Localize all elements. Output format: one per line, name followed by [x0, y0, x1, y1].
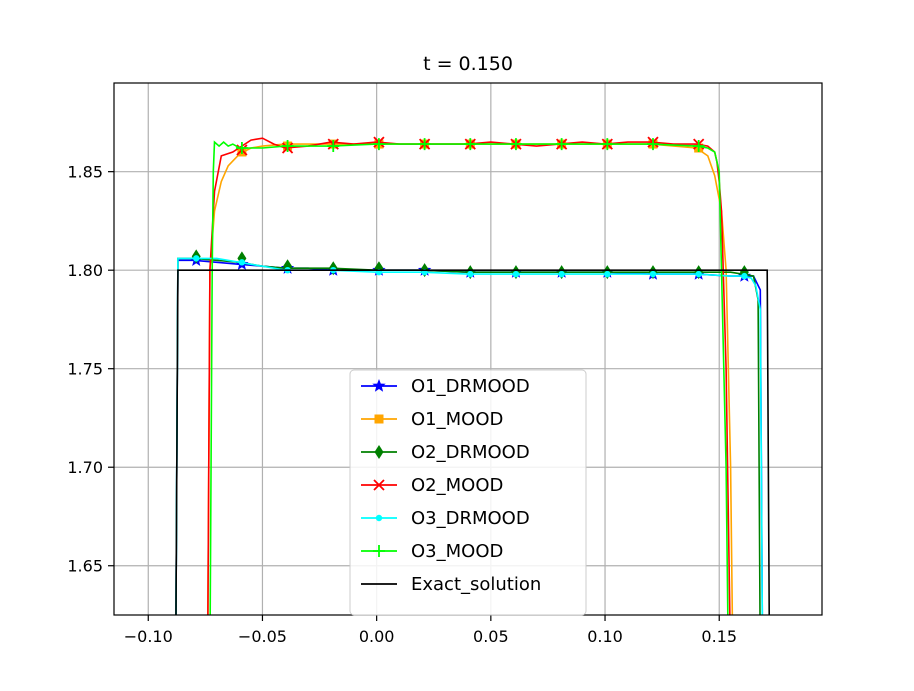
data-point: [512, 270, 520, 278]
y-tick-label: 1.85: [67, 163, 103, 182]
data-point: [649, 270, 657, 278]
legend: O1_DRMOOD O1_MOOD O2_DRMOOD O2_MOOD O3_DRMOO…: [349, 369, 587, 616]
legend-marker: [375, 514, 383, 522]
legend-label: O1_DRMOOD: [411, 376, 530, 397]
x-tick-label: 0.15: [701, 627, 737, 646]
series-exact-solution: [175, 269, 771, 615]
series-line: [209, 140, 729, 615]
x-tick-label: 0.00: [359, 627, 395, 646]
axis-ticks: −0.10 −0.05 0.00 0.05 0.10 0.15 1.65 1.70 1.75 1.…: [67, 163, 737, 646]
data-point: [372, 138, 385, 151]
series-layer: [175, 136, 771, 615]
legend-box: [349, 369, 587, 616]
data-point: [741, 272, 748, 280]
legend-label: O2_MOOD: [411, 475, 503, 496]
legend-marker: [374, 445, 384, 459]
series-line: [175, 269, 771, 615]
legend-label: O3_DRMOOD: [411, 508, 530, 529]
data-point: [418, 138, 431, 151]
data-point: [646, 138, 659, 151]
legend-entry: O1_MOOD: [361, 409, 503, 430]
data-point: [601, 138, 614, 151]
y-tick-label: 1.75: [67, 360, 103, 379]
legend-entry: O2_MOOD: [361, 475, 503, 496]
series-o3-mood: [209, 138, 729, 615]
legend-entry: Exact_solution: [361, 574, 541, 595]
data-point: [327, 140, 340, 153]
data-point: [238, 259, 246, 266]
legend-marker: [373, 545, 385, 557]
x-tick-label: 0.10: [587, 627, 623, 646]
x-tick-label: −0.10: [124, 627, 173, 646]
data-point: [695, 270, 702, 278]
data-point: [193, 255, 200, 262]
legend-marker: [372, 379, 386, 392]
legend-label: O3_MOOD: [411, 541, 503, 562]
legend-label: O1_MOOD: [411, 409, 503, 430]
legend-entry: O1_DRMOOD: [361, 376, 530, 397]
legend-marker: [373, 479, 385, 491]
data-point: [281, 140, 294, 153]
legend-label: O2_DRMOOD: [411, 442, 530, 463]
series-line: [175, 257, 761, 615]
legend-entry: O3_DRMOOD: [361, 508, 530, 529]
data-point: [235, 142, 248, 155]
data-point: [692, 140, 705, 153]
legend-label: Exact_solution: [411, 574, 541, 595]
data-point: [509, 138, 522, 151]
data-point: [555, 138, 568, 151]
series-line: [207, 137, 731, 615]
y-tick-label: 1.80: [67, 261, 103, 280]
x-tick-label: 0.05: [473, 627, 509, 646]
legend-entry: O2_DRMOOD: [361, 442, 530, 463]
legend-marker: [374, 414, 384, 424]
y-tick-label: 1.70: [67, 458, 103, 477]
y-tick-label: 1.65: [67, 557, 103, 576]
legend-entry: O3_MOOD: [361, 541, 503, 562]
chart-title: t = 0.150: [423, 53, 513, 75]
data-point: [464, 138, 477, 151]
data-point: [467, 270, 474, 278]
data-point: [604, 270, 611, 278]
x-tick-label: −0.05: [238, 627, 287, 646]
data-point: [558, 270, 565, 278]
